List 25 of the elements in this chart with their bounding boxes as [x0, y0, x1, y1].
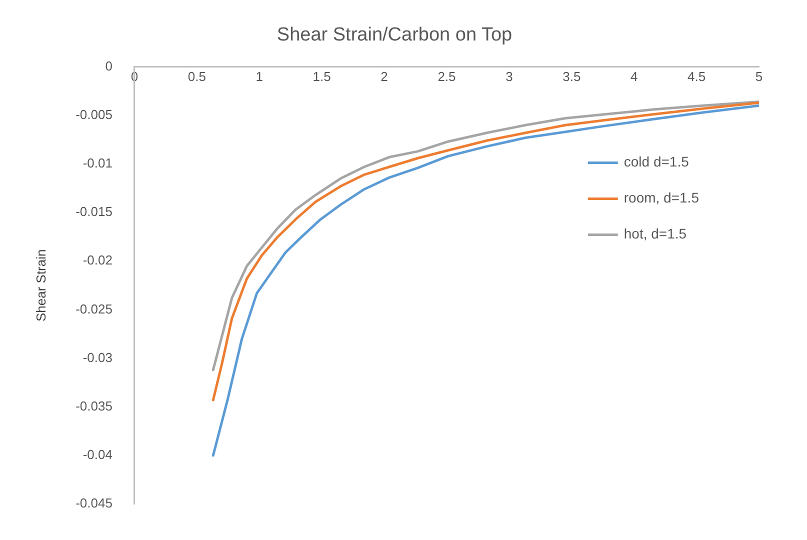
y-tick-label: -0.045	[76, 496, 112, 511]
x-tick-label: 4	[630, 69, 638, 84]
legend-label: cold d=1.5	[624, 154, 690, 170]
y-tick-label: -0.025	[76, 301, 112, 316]
x-tick-label: 4.5	[688, 69, 706, 84]
y-tick-label: -0.005	[76, 106, 112, 122]
chart-title: Shear Strain/Carbon on Top	[276, 24, 512, 46]
legend-label: hot, d=1.5	[624, 226, 687, 242]
y-tick-label: -0.03	[82, 350, 112, 365]
x-tick-label: 2	[380, 69, 388, 84]
y-tick-label: -0.02	[82, 252, 112, 268]
y-tick-label: -0.01	[82, 156, 112, 171]
x-tick-label: 3.5	[562, 69, 581, 84]
y-axis-title: Shear Strain	[33, 249, 48, 322]
x-tick-label: 5	[755, 69, 763, 84]
x-tick-label: 2.5	[438, 69, 456, 84]
y-tick-label: -0.035	[76, 398, 112, 414]
legend-label: room, d=1.5	[624, 190, 700, 206]
y-tick-label: -0.04	[82, 447, 112, 462]
y-tick-label: 0	[105, 58, 112, 74]
x-tick-label: 0.5	[188, 69, 206, 84]
y-tick-label: -0.015	[76, 204, 112, 220]
x-tick-label: 1.5	[312, 69, 331, 84]
x-tick-label: 1	[256, 69, 263, 84]
x-tick-label: 3	[506, 69, 513, 84]
